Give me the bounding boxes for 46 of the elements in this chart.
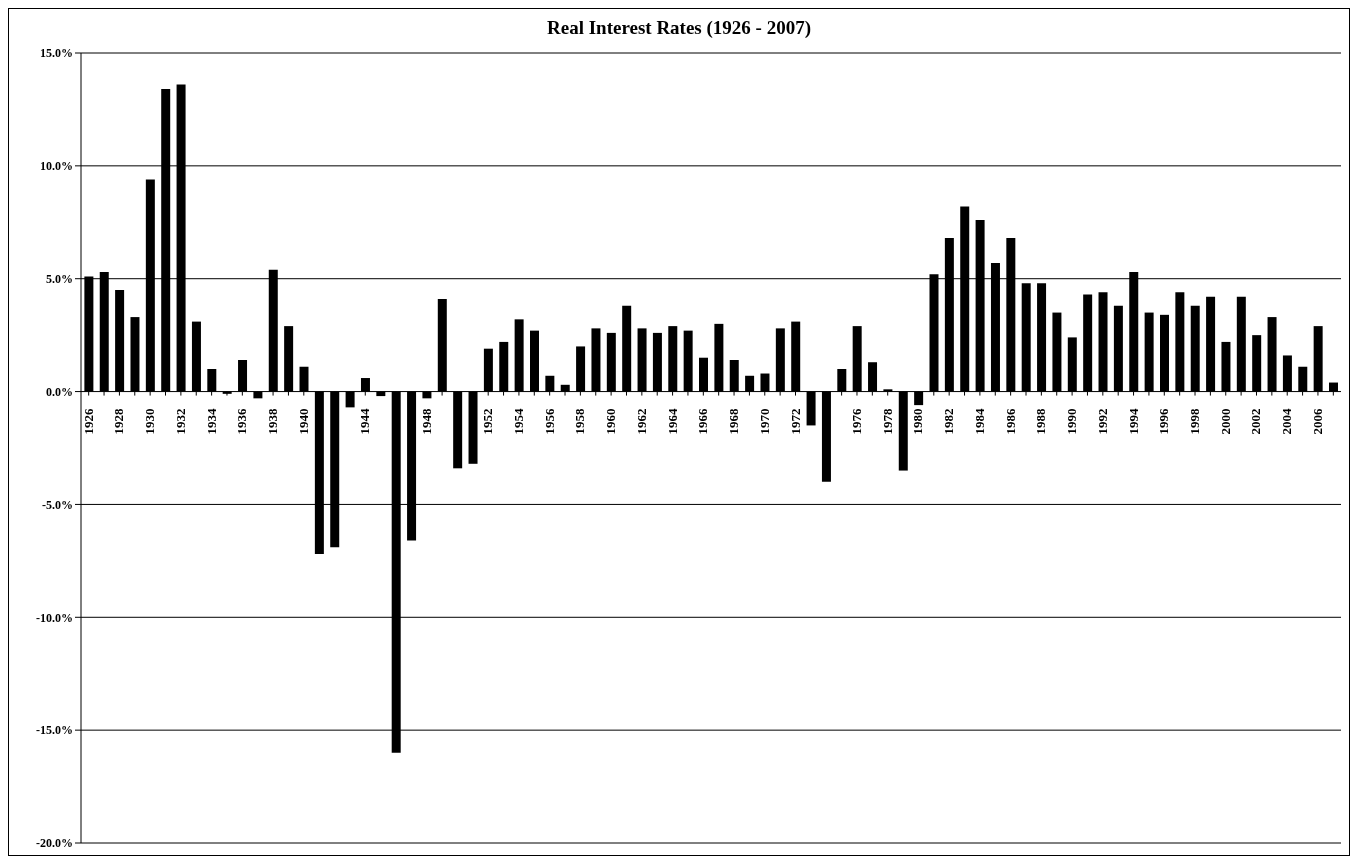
- chart-title: Real Interest Rates (1926 - 2007): [546, 17, 812, 39]
- x-tick-label: 1932: [172, 408, 188, 435]
- y-tick-label: 10.0%: [40, 159, 73, 174]
- x-tick-label: 1976: [848, 408, 864, 435]
- x-tick-label: 1930: [142, 408, 158, 435]
- x-tick-label: 1982: [941, 408, 957, 435]
- x-tick-label: 2000: [1217, 408, 1233, 435]
- x-tick-label: 1972: [787, 408, 803, 435]
- x-tick-label: 1952: [480, 408, 496, 435]
- x-tick-label: 1996: [1156, 408, 1172, 435]
- x-tick-label: 1990: [1064, 408, 1080, 435]
- x-tick-label: 1968: [726, 408, 742, 435]
- y-tick-label: -5.0%: [42, 497, 73, 512]
- x-tick-label: 1936: [234, 408, 250, 435]
- x-tick-label: 1940: [295, 408, 311, 435]
- x-tick-label: 1962: [633, 408, 649, 435]
- y-tick-label: -15.0%: [36, 723, 73, 738]
- x-tick-label: 1980: [910, 408, 926, 435]
- y-tick-label: 0.0%: [46, 384, 73, 399]
- x-tick-label: 2004: [1279, 408, 1295, 435]
- x-tick-label: 1958: [572, 408, 588, 435]
- x-tick-label: 1998: [1187, 408, 1203, 435]
- x-tick-label: 1984: [971, 408, 987, 435]
- x-tick-label: 1944: [357, 408, 373, 435]
- x-tick-label: 2002: [1248, 408, 1264, 435]
- x-tick-label: 1948: [418, 408, 434, 435]
- x-tick-label: 1978: [879, 408, 895, 435]
- x-tick-label: 1956: [541, 408, 557, 435]
- y-tick-label: -10.0%: [36, 610, 73, 625]
- x-tick-label: 2006: [1309, 408, 1325, 435]
- x-tick-label: 1988: [1033, 408, 1049, 435]
- x-tick-label: 1986: [1002, 408, 1018, 435]
- x-tick-label: 1994: [1125, 408, 1141, 435]
- x-tick-label: 1970: [756, 408, 772, 435]
- x-tick-label: 1926: [80, 408, 96, 435]
- x-tick-label: 1992: [1094, 408, 1110, 435]
- x-tick-label: 1938: [265, 408, 281, 435]
- x-tick-label: 1934: [203, 408, 219, 435]
- y-tick-label: 15.0%: [40, 46, 73, 61]
- y-tick-label: 5.0%: [46, 271, 73, 286]
- x-tick-label: 1928: [111, 408, 127, 435]
- x-tick-label: 1964: [664, 408, 680, 435]
- x-tick-label: 1960: [603, 408, 619, 435]
- y-tick-label: -20.0%: [36, 836, 73, 851]
- x-tick-label: 1954: [510, 408, 526, 435]
- x-tick-label: 1966: [695, 408, 711, 435]
